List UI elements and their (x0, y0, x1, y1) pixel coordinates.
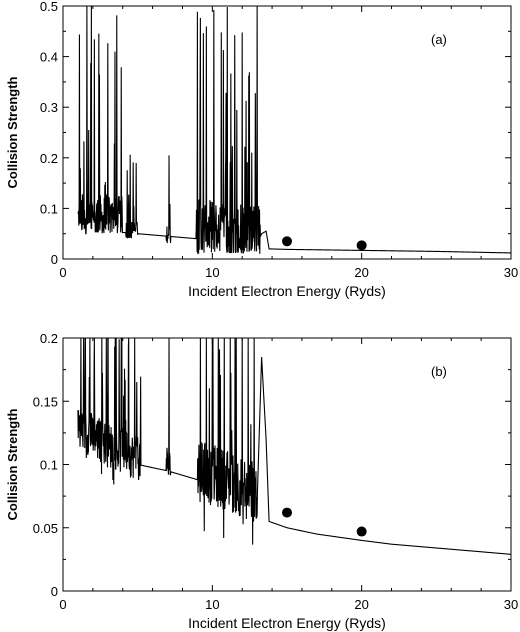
panel-label: (a) (431, 32, 447, 47)
y-tick-label: 0.5 (40, 0, 58, 14)
panel-label: (b) (431, 364, 447, 379)
y-tick-label: 0.1 (40, 201, 58, 216)
data-marker (282, 507, 292, 518)
y-tick-label: 0.05 (33, 521, 58, 536)
y-tick-label: 0.4 (40, 50, 58, 65)
y-tick-label: 0 (51, 252, 58, 267)
y-tick-label: 0 (51, 584, 58, 599)
collision-strength-curve (77, 5, 512, 254)
x-tick-label: 0 (59, 597, 66, 612)
chart-panel-a: 0 10 20 30 0 0.1 0.2 0.3 0.4 0.5 Incident Electron… (5, 0, 518, 299)
x-tick-label: 0 (59, 265, 66, 280)
collision-strength-curve (77, 337, 512, 555)
x-tick-label: 30 (504, 597, 518, 612)
data-marker (356, 240, 367, 251)
y-tick-label: 0.15 (33, 394, 58, 409)
data-marker (356, 526, 367, 537)
data-marker (282, 236, 292, 247)
y-axis-label: Collision Strength (5, 408, 20, 520)
y-tick-label: 0.2 (40, 331, 58, 346)
x-tick-label: 20 (354, 597, 368, 612)
y-tick-label: 0.1 (40, 458, 58, 473)
x-axis-label: Incident Electron Energy (Ryds) (188, 615, 386, 631)
y-tick-label: 0.2 (40, 151, 58, 166)
x-axis-label: Incident Electron Energy (Ryds) (188, 283, 386, 299)
x-tick-label: 10 (205, 597, 219, 612)
chart-panel-b: 0 10 20 30 0 0.05 0.1 0.15 0.2 Incident Electron … (5, 331, 518, 631)
x-tick-label: 30 (504, 265, 518, 280)
x-tick-label: 20 (354, 265, 368, 280)
x-tick-label: 10 (205, 265, 219, 280)
y-tick-label: 0.3 (40, 100, 58, 115)
y-axis-label: Collision Strength (5, 76, 20, 188)
